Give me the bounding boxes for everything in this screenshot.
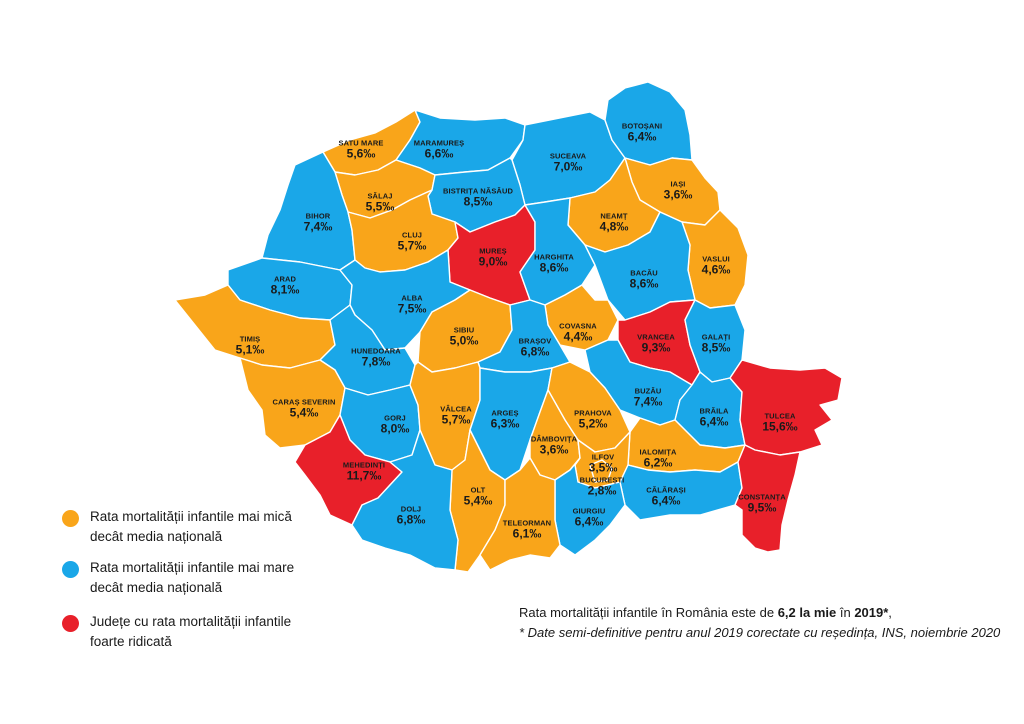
national-rate-note: Rata mortalității infantile în România e… [519, 603, 1000, 643]
legend-label: Rata mortalității infantile mai mică dec… [90, 509, 292, 544]
legend-item-very-high: Județe cu rata mortalității infantile fo… [62, 612, 322, 651]
note-text: , [888, 605, 892, 620]
legend-label: Rata mortalității infantile mai mare dec… [90, 560, 295, 595]
county-constanta[interactable] [734, 444, 801, 553]
county-bacau[interactable] [584, 211, 696, 321]
county-calarasi[interactable] [619, 461, 743, 521]
note-year: 2019* [854, 605, 889, 620]
county-bucuresti[interactable] [589, 459, 613, 483]
county-dolj[interactable] [351, 429, 459, 571]
legend-swatch [62, 561, 79, 578]
legend-swatch [62, 615, 79, 632]
legend-item-below-average: Rata mortalității infantile mai mică dec… [62, 507, 322, 546]
note-text: în [836, 605, 855, 620]
note-source: * Date semi-definitive pentru anul 2019 … [519, 625, 1001, 641]
legend-item-above-average: Rata mortalității infantile mai mare dec… [62, 558, 322, 597]
county-teleorman[interactable] [479, 457, 561, 571]
note-text: Rata mortalității infantile în România e… [519, 605, 778, 620]
legend-label: Județe cu rata mortalității infantile fo… [90, 614, 292, 649]
note-rate-value: 6,2 la mie [777, 605, 837, 620]
county-giurgiu[interactable] [554, 457, 626, 556]
legend-swatch [62, 510, 79, 527]
note-line-1: Rata mortalității infantile în România e… [519, 603, 1000, 623]
county-tulcea[interactable] [729, 359, 843, 456]
